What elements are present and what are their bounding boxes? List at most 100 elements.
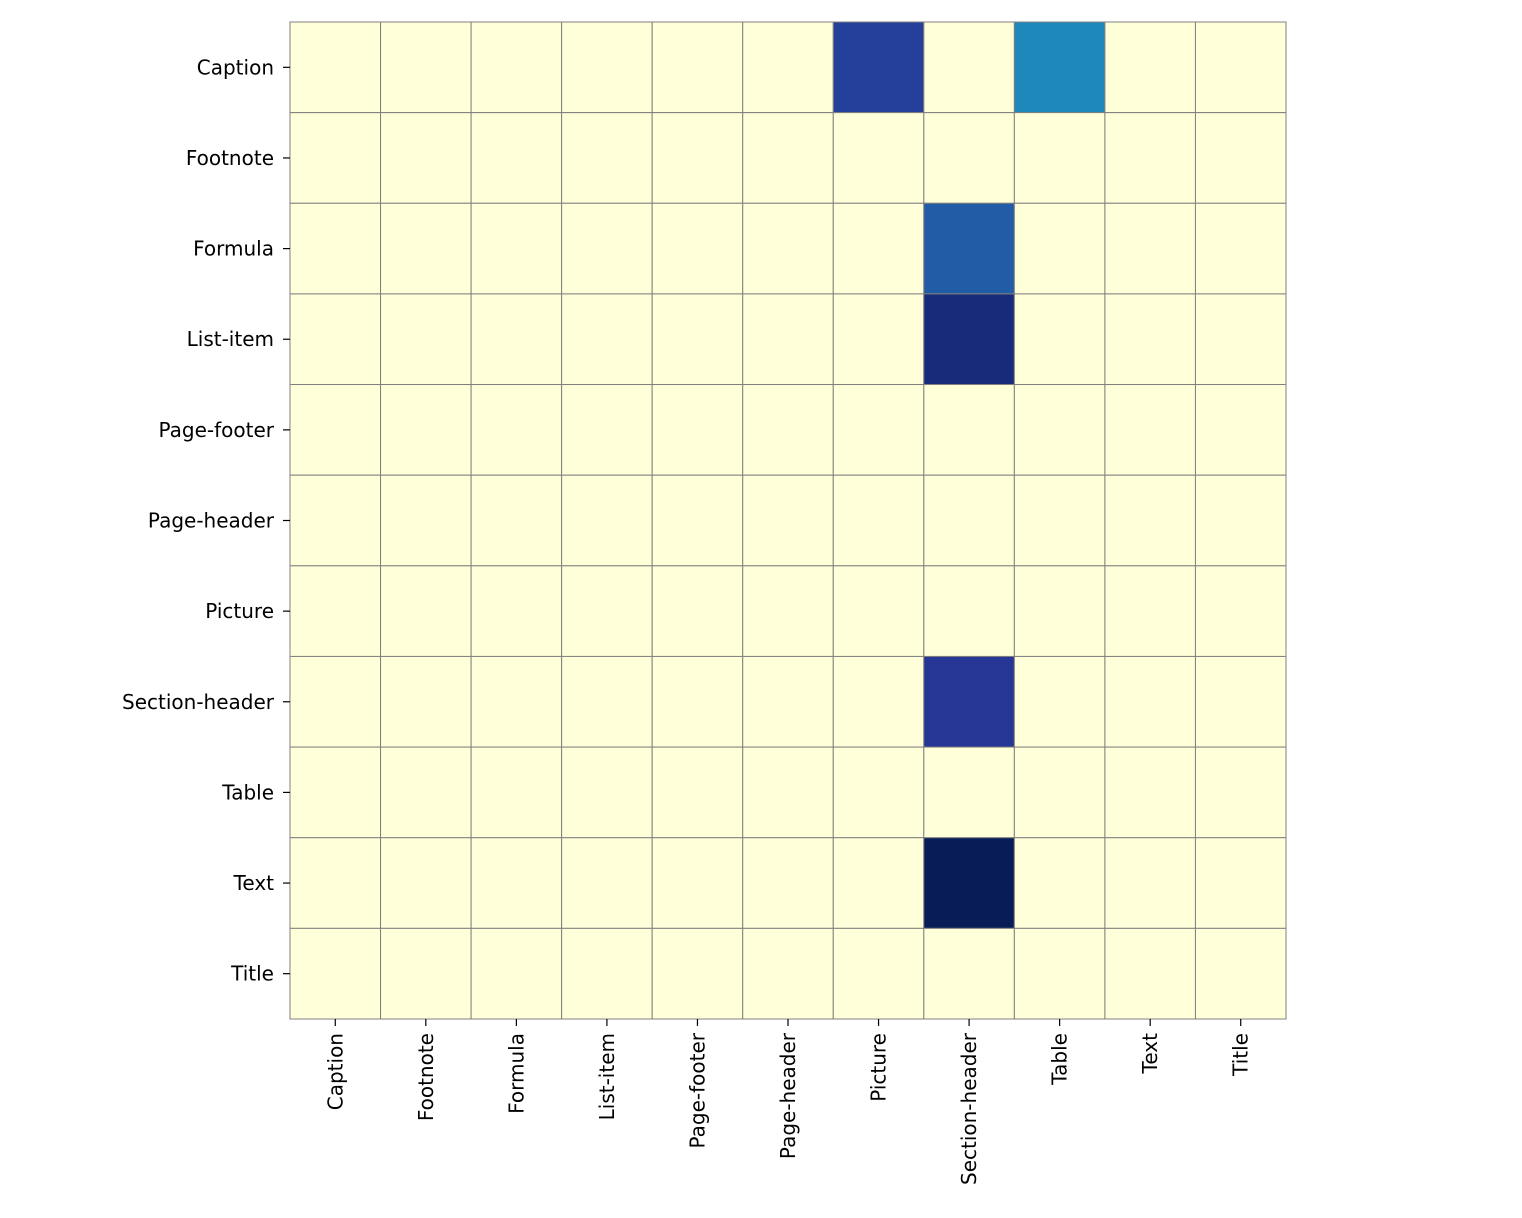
y-tick-label: Text <box>233 871 275 895</box>
heatmap-cell <box>742 837 834 929</box>
heatmap-cell <box>289 655 382 748</box>
heatmap-cell <box>561 746 653 839</box>
heatmap-cell <box>832 384 925 476</box>
heatmap-cell <box>742 384 834 476</box>
heatmap-cell <box>742 293 834 386</box>
heatmap-cell <box>1013 655 1106 748</box>
heatmap-cell <box>651 293 744 386</box>
heatmap-cell <box>923 293 1015 386</box>
heatmap-cell <box>651 565 744 657</box>
heatmap-cell <box>1194 837 1287 929</box>
x-tick-label: Text <box>1138 1033 1162 1075</box>
heatmap-cell <box>470 655 563 748</box>
heatmap-cell <box>561 837 653 929</box>
heatmap-cell <box>1194 746 1287 839</box>
heatmap-cell <box>651 927 744 1020</box>
heatmap-cell <box>832 474 925 567</box>
heatmap-cell <box>651 474 744 567</box>
heatmap-cell <box>651 21 744 114</box>
heatmap-cell <box>1104 202 1196 295</box>
heatmap-cell <box>289 474 382 567</box>
heatmap-cell <box>289 202 382 295</box>
x-tick-label: Page-header <box>776 1032 800 1159</box>
heatmap-cell <box>1013 837 1106 929</box>
heatmap-cell <box>651 837 744 929</box>
heatmap-cell <box>1013 202 1106 295</box>
heatmap-cell <box>923 474 1015 567</box>
heatmap-cell <box>1194 655 1287 748</box>
heatmap-cell <box>561 927 653 1020</box>
heatmap-cell <box>742 21 834 114</box>
y-tick-label: Footnote <box>186 146 274 170</box>
heatmap-cell <box>470 112 563 204</box>
heatmap-cell <box>380 837 472 929</box>
heatmap-cell <box>923 202 1015 295</box>
heatmap-cell <box>832 837 925 929</box>
heatmap-cell <box>923 927 1015 1020</box>
heatmap-cell <box>1194 565 1287 657</box>
heatmap-cell <box>1194 927 1287 1020</box>
heatmap-cell <box>561 21 653 114</box>
x-tick-label: List-item <box>595 1033 619 1120</box>
heatmap-cell <box>1013 112 1106 204</box>
heatmap-cell <box>380 655 472 748</box>
heatmap-cell <box>1194 384 1287 476</box>
heatmap-cell <box>651 202 744 295</box>
y-tick-label: Table <box>221 780 274 804</box>
x-tick-label: Table <box>1048 1033 1072 1086</box>
heatmap-cell <box>1104 655 1196 748</box>
heatmap-cell <box>1104 293 1196 386</box>
heatmap-cell <box>470 746 563 839</box>
heatmap-cell <box>470 474 563 567</box>
heatmap-cell <box>561 655 653 748</box>
heatmap-cell <box>1013 927 1106 1020</box>
heatmap-cell <box>742 655 834 748</box>
heatmap-cell <box>289 565 382 657</box>
heatmap-cell <box>561 384 653 476</box>
heatmap-cell <box>1104 746 1196 839</box>
heatmap-cell <box>832 927 925 1020</box>
heatmap-cell <box>470 927 563 1020</box>
heatmap-cell <box>1104 927 1196 1020</box>
heatmap-cell <box>1104 837 1196 929</box>
heatmap-cell <box>289 927 382 1020</box>
heatmap-cell <box>651 384 744 476</box>
heatmap-cell <box>1013 384 1106 476</box>
x-axis-ticks: Caption Footnote Formula List-item Page-foot… <box>323 1019 1253 1185</box>
heatmap-cell <box>380 21 472 114</box>
heatmap-cell <box>470 837 563 929</box>
x-tick-label: Title <box>1229 1033 1253 1077</box>
heatmap-cell <box>1194 202 1287 295</box>
heatmap-cell <box>380 474 472 567</box>
heatmap-cell <box>289 746 382 839</box>
heatmap-cell <box>380 202 472 295</box>
y-tick-label: Page-footer <box>158 418 274 442</box>
x-tick-label: Section-header <box>957 1032 981 1185</box>
y-tick-label: Page-header <box>148 509 275 533</box>
heatmap-cell <box>1104 21 1196 114</box>
heatmap-cell <box>651 655 744 748</box>
heatmap-cell <box>923 21 1015 114</box>
heatmap-cell <box>1194 474 1287 567</box>
heatmap-cell <box>289 112 382 204</box>
heatmap-cell <box>923 746 1015 839</box>
heatmap-cell <box>651 112 744 204</box>
heatmap-cell <box>832 746 925 839</box>
heatmap-cell <box>470 202 563 295</box>
heatmap-cell <box>923 565 1015 657</box>
x-tick-label: Page-footer <box>685 1032 709 1148</box>
heatmap-cell <box>470 293 563 386</box>
heatmap-cell <box>832 565 925 657</box>
y-tick-label: Picture <box>205 599 274 623</box>
y-tick-label: Caption <box>197 55 274 79</box>
heatmap-cell <box>561 293 653 386</box>
heatmap-cell <box>380 384 472 476</box>
heatmap-cell <box>923 655 1015 748</box>
heatmap-cell <box>289 293 382 386</box>
heatmap-cell <box>380 565 472 657</box>
x-tick-label: Caption <box>323 1033 347 1110</box>
heatmap-cell <box>742 202 834 295</box>
heatmap-cell <box>1104 384 1196 476</box>
heatmap-cell <box>1013 21 1106 114</box>
